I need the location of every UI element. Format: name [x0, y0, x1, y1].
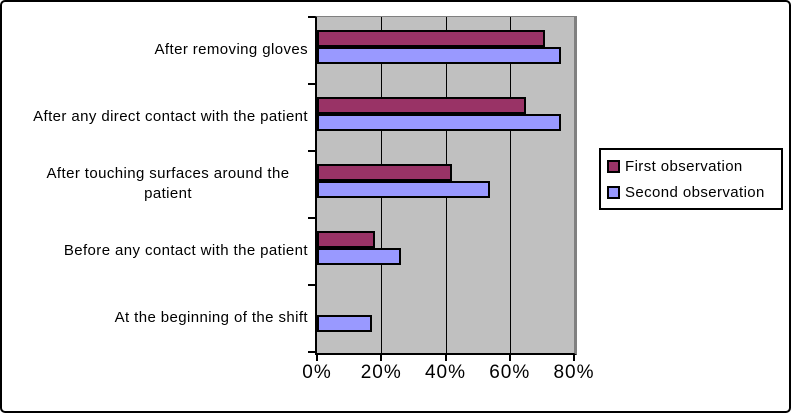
bar-second-observation — [317, 114, 562, 131]
plot-area — [315, 16, 577, 355]
bar-first-observation — [317, 231, 375, 248]
y-axis-tick — [308, 351, 315, 353]
x-tick-label: 80% — [553, 362, 595, 383]
bar-second-observation — [317, 315, 372, 332]
category-label-text: After any direct contact with the patien… — [33, 107, 308, 125]
category-label-after-removing-gloves: After removing gloves — [2, 16, 308, 83]
legend: First observation Second observation — [599, 148, 783, 210]
y-axis-tick — [308, 16, 315, 18]
x-axis-tick — [508, 355, 511, 361]
y-axis-tick — [308, 284, 315, 286]
x-axis-tick — [380, 355, 383, 361]
y-axis-tick — [308, 217, 315, 219]
x-tick-label: 0% — [302, 362, 332, 383]
category-label-text: At the beginning of the shift — [114, 308, 308, 326]
bar-group-after-any-direct-contact-with-the-patient — [317, 84, 574, 151]
bar-group-after-removing-gloves — [317, 17, 574, 84]
y-axis-tick — [308, 150, 315, 152]
x-tick-label: 60% — [489, 362, 531, 383]
category-label-after-touching-surfaces-around-the-patient: After touching surfaces around the patie… — [2, 150, 308, 217]
bar-group-at-the-beginning-of-the-shift — [317, 285, 574, 352]
bar-second-observation — [317, 181, 491, 198]
category-label-after-any-direct-contact-with-the-patient: After any direct contact with the patien… — [2, 83, 308, 150]
legend-label: First observation — [625, 157, 743, 175]
y-axis-tick — [308, 83, 315, 85]
legend-swatch-second-observation — [607, 185, 620, 199]
x-axis-tick — [573, 355, 575, 361]
bar-first-observation — [317, 97, 526, 114]
x-tick-label: 20% — [360, 362, 402, 383]
category-axis-labels: After removing gloves After any direct co… — [2, 16, 308, 351]
gridline-60 — [509, 17, 511, 353]
bar-group-before-any-contact-with-the-patient — [317, 218, 574, 285]
legend-label: Second observation — [625, 183, 765, 201]
legend-entry-second-observation: Second observation — [607, 184, 781, 201]
bar-first-observation — [317, 164, 452, 181]
legend-swatch-first-observation — [607, 159, 620, 173]
x-tick-label: 40% — [424, 362, 467, 383]
x-axis-tick — [316, 355, 318, 361]
category-label-before-any-contact-with-the-patient: Before any contact with the patient — [2, 217, 308, 284]
bar-second-observation — [317, 248, 401, 265]
category-label-text: Before any contact with the patient — [63, 241, 308, 259]
category-label-at-the-beginning-of-the-shift: At the beginning of the shift — [2, 284, 308, 351]
bar-second-observation — [317, 47, 562, 64]
bar-group-after-touching-surfaces-around-the-patient — [317, 151, 574, 218]
category-label-text: After removing gloves — [154, 40, 308, 58]
bar-first-observation — [317, 30, 546, 47]
category-label-text: After touching surfaces around the patie… — [46, 164, 290, 202]
x-axis-tick — [444, 355, 447, 361]
legend-entry-first-observation: First observation — [607, 158, 781, 175]
